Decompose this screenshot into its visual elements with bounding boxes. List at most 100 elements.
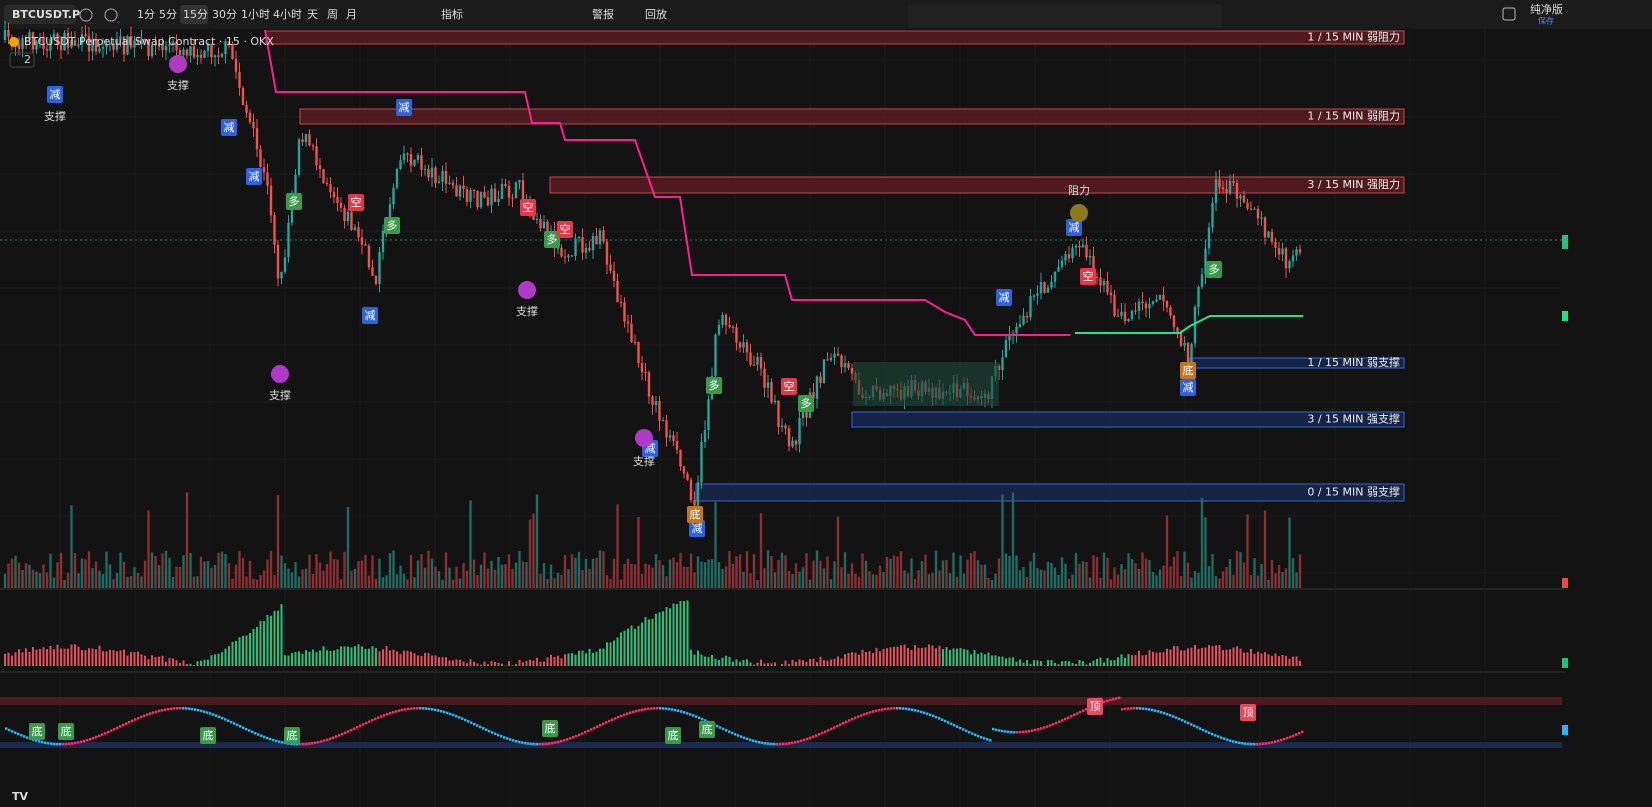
interval-active[interactable] xyxy=(180,5,208,24)
interval[interactable]: 周 xyxy=(327,8,338,21)
candle xyxy=(1228,180,1232,194)
volume-bar xyxy=(1039,569,1043,588)
signal-badge xyxy=(689,520,705,537)
osc-dot xyxy=(665,707,668,710)
candle xyxy=(1169,307,1172,316)
replay-button[interactable]: 回放 xyxy=(645,7,667,21)
signal-label: 顶 xyxy=(1090,700,1101,713)
signal-badge xyxy=(384,217,400,234)
symbol[interactable]: BTCUSDT.P xyxy=(12,8,80,21)
volume-bar xyxy=(122,561,126,588)
osc-dot xyxy=(14,731,17,734)
osc-dot xyxy=(332,736,335,739)
histogram-bar xyxy=(182,660,185,666)
osc-dot xyxy=(986,738,989,741)
histogram-bar xyxy=(46,648,48,666)
histogram-bar xyxy=(648,619,650,666)
histogram-bar xyxy=(427,653,430,666)
osc-dot xyxy=(401,708,404,712)
volume-bar xyxy=(1099,577,1102,588)
osc-dot xyxy=(1043,726,1046,729)
symbol-box[interactable] xyxy=(4,5,76,24)
volume-bar xyxy=(983,564,987,588)
osc-dot xyxy=(590,728,593,731)
osc-dot xyxy=(1187,721,1190,725)
volume-bar xyxy=(413,577,416,588)
legend-count[interactable]: 2 xyxy=(24,53,31,66)
histogram-bar xyxy=(518,659,521,666)
histogram-bar xyxy=(172,658,174,666)
candle xyxy=(700,441,703,483)
volume-bar xyxy=(367,575,371,588)
alert-button[interactable]: 警报 xyxy=(592,7,614,21)
candle xyxy=(598,230,602,245)
candle xyxy=(724,314,728,326)
osc-dot xyxy=(179,707,182,710)
indicators-button[interactable]: 指标 xyxy=(441,7,463,21)
signal-badge xyxy=(706,377,722,394)
osc-dot xyxy=(1034,728,1037,732)
signal-label: 空 xyxy=(784,379,795,393)
volume-bar xyxy=(227,563,231,588)
candle xyxy=(381,230,385,253)
candle xyxy=(1249,208,1253,210)
osc-dot xyxy=(416,707,419,710)
histogram-bar xyxy=(1159,652,1161,666)
histogram-bar xyxy=(1152,651,1154,666)
interval[interactable]: 1小时 xyxy=(241,8,270,21)
volume-bar xyxy=(255,579,259,588)
candle xyxy=(654,401,658,406)
histogram-bar xyxy=(606,642,608,666)
candle xyxy=(1008,335,1011,341)
signal-badge xyxy=(996,289,1012,306)
osc-dot xyxy=(1280,738,1283,742)
legend-toggle[interactable] xyxy=(9,52,35,68)
histogram-bar xyxy=(18,649,20,666)
volume-bar xyxy=(308,554,311,588)
edition[interactable]: 纯净版 xyxy=(1530,2,1563,16)
osc-dot xyxy=(167,707,170,711)
histogram-bar xyxy=(669,608,671,666)
osc-dot xyxy=(446,711,449,715)
candle xyxy=(570,255,574,257)
add-icon[interactable] xyxy=(104,8,118,22)
save[interactable]: 保存 xyxy=(1538,16,1554,26)
candle xyxy=(168,44,171,46)
volume-bar xyxy=(549,564,553,588)
osc-dot xyxy=(794,741,797,744)
osc-dot xyxy=(371,719,374,722)
histogram-bar xyxy=(851,652,853,666)
interval[interactable]: 15分 xyxy=(183,8,208,21)
interval[interactable]: 月 xyxy=(346,8,357,21)
icon[interactable] xyxy=(79,8,93,22)
interval[interactable]: 30分 xyxy=(212,8,237,21)
osc-dot xyxy=(461,717,464,720)
osc-dot xyxy=(857,715,860,718)
candle xyxy=(203,50,206,58)
interval[interactable]: 1分 xyxy=(137,8,155,21)
interval[interactable]: 天 xyxy=(307,8,318,21)
interval[interactable]: 5分 xyxy=(159,8,177,21)
histogram-bar xyxy=(1089,662,1091,666)
candle xyxy=(651,396,654,406)
checkbox[interactable] xyxy=(1502,7,1516,21)
candle xyxy=(1085,244,1088,258)
candle xyxy=(675,440,679,450)
candle xyxy=(1067,254,1071,259)
histogram-bar xyxy=(753,664,755,666)
candle xyxy=(738,342,742,348)
volume-bar xyxy=(924,554,927,588)
axis-marker xyxy=(1562,235,1568,249)
interval[interactable]: 4小时 xyxy=(273,8,302,21)
histogram-bar xyxy=(1267,654,1270,666)
osc-dot xyxy=(581,732,584,735)
osc-dot xyxy=(830,727,833,731)
histogram-bar xyxy=(301,653,304,666)
histogram-bar xyxy=(462,661,465,666)
candle xyxy=(1263,217,1267,238)
osc-dot xyxy=(482,727,485,730)
candle xyxy=(784,425,787,429)
volume-bar xyxy=(539,573,542,588)
osc-dot xyxy=(275,739,278,743)
osc-dot xyxy=(497,733,500,737)
